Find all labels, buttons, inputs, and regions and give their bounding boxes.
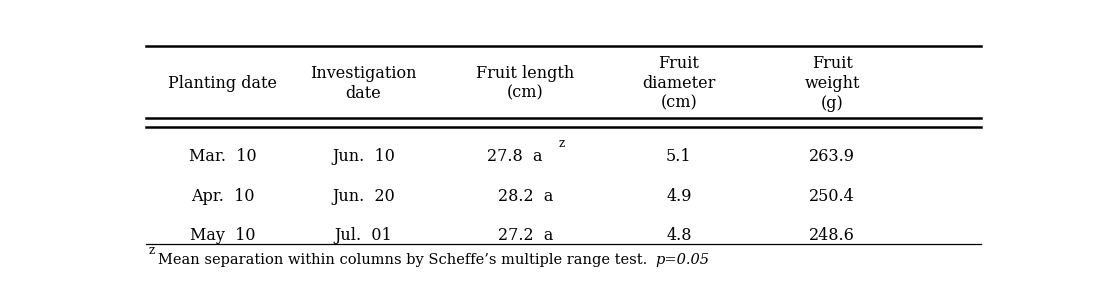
Text: 263.9: 263.9 (810, 148, 856, 165)
Text: Mar.  10: Mar. 10 (189, 148, 256, 165)
Text: 5.1: 5.1 (666, 148, 692, 165)
Text: 28.2  a: 28.2 a (497, 188, 553, 205)
Text: Apr.  10: Apr. 10 (191, 188, 254, 205)
Text: Jun.  10: Jun. 10 (332, 148, 395, 165)
Text: Fruit
diameter
(cm): Fruit diameter (cm) (642, 56, 715, 112)
Text: Planting date: Planting date (168, 75, 277, 92)
Text: z: z (558, 137, 564, 150)
Text: 248.6: 248.6 (810, 227, 855, 244)
Text: 27.2  a: 27.2 a (497, 227, 553, 244)
Text: 27.8  a: 27.8 a (487, 148, 543, 165)
Text: 4.8: 4.8 (667, 227, 692, 244)
Text: Investigation
date: Investigation date (310, 65, 417, 102)
Text: 4.9: 4.9 (667, 188, 692, 205)
Text: Jun.  20: Jun. 20 (332, 188, 395, 205)
Text: p=0.05: p=0.05 (656, 253, 710, 267)
Text: z: z (148, 244, 155, 257)
Text: Fruit
weight
(g): Fruit weight (g) (804, 56, 860, 112)
Text: 250.4: 250.4 (810, 188, 855, 205)
Text: Jul.  01: Jul. 01 (334, 227, 393, 244)
Text: Fruit length
(cm): Fruit length (cm) (476, 65, 574, 102)
Text: May  10: May 10 (190, 227, 255, 244)
Text: Mean separation within columns by Scheffe’s multiple range test.: Mean separation within columns by Scheff… (158, 253, 657, 267)
